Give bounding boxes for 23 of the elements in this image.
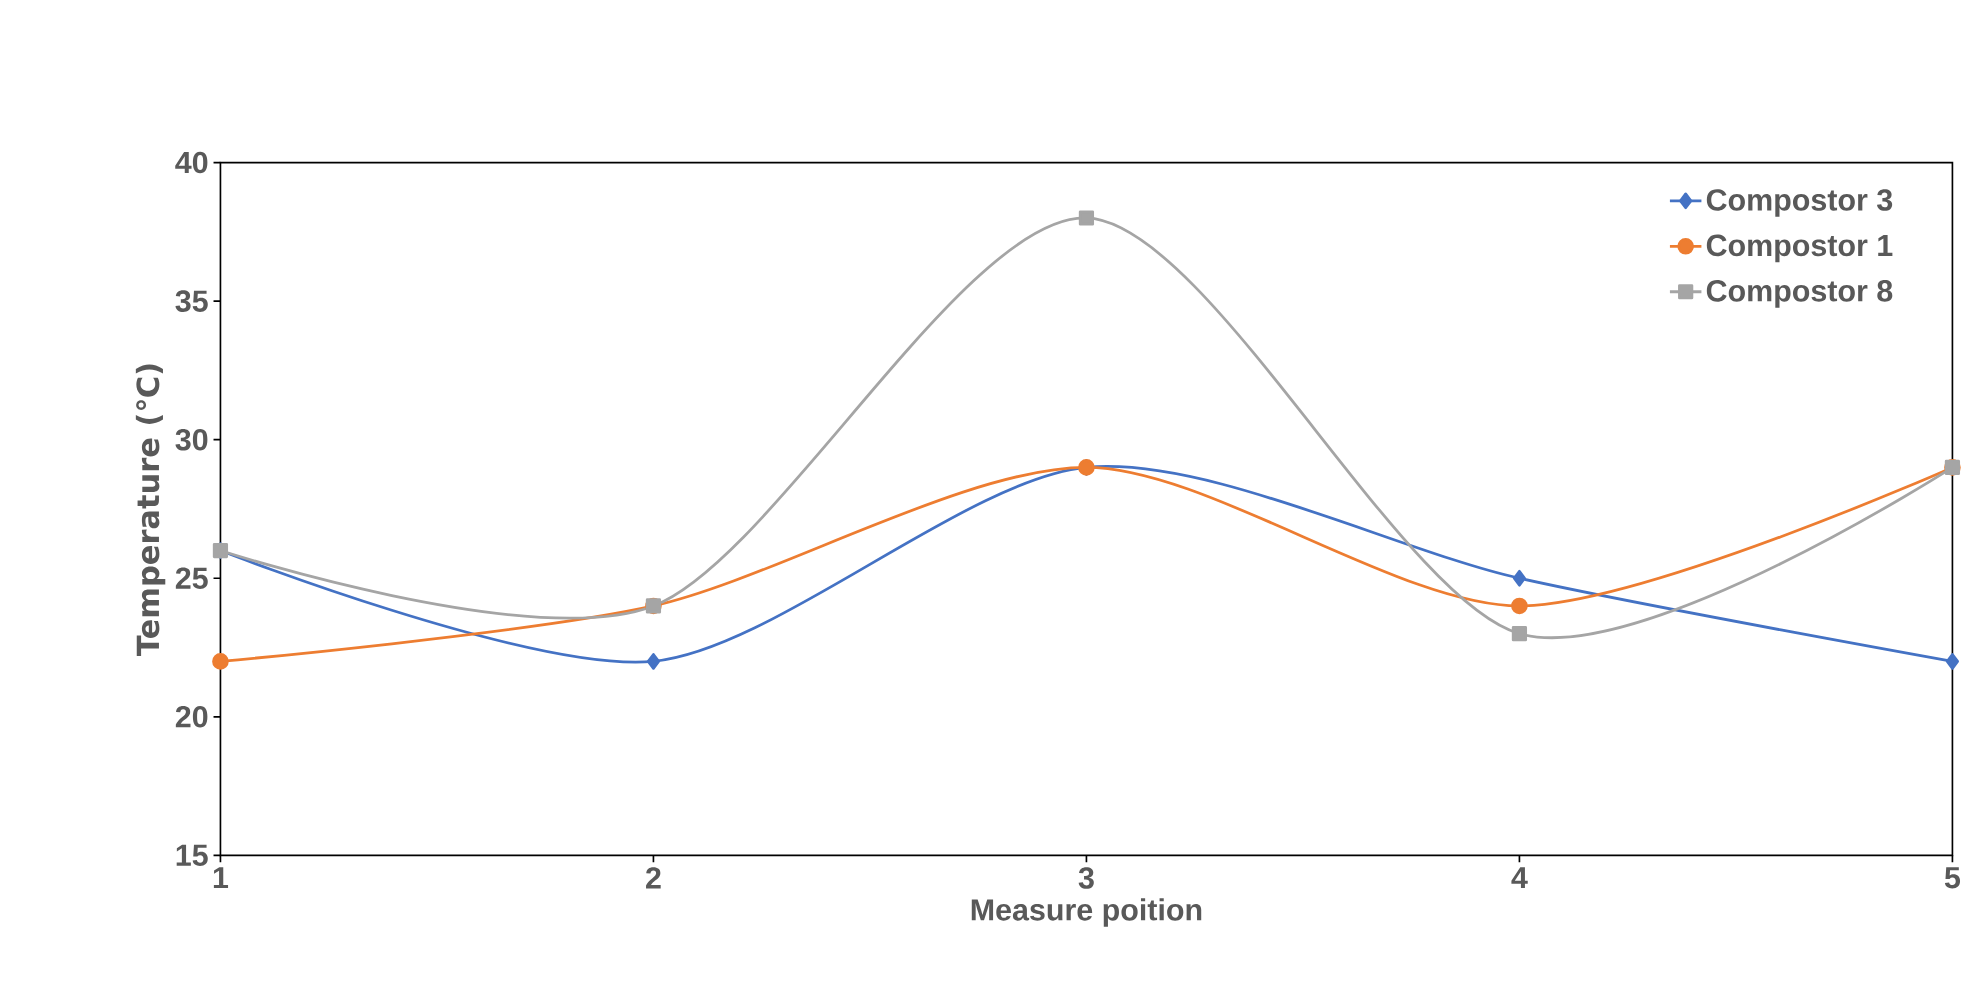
point (212, 653, 229, 670)
x-tick-label: 3 (1078, 867, 1094, 889)
point (1511, 626, 1528, 642)
legend-label: Compostor 8 (1706, 280, 1893, 308)
x-tick-label: 5 (1944, 867, 1961, 889)
y-tick-label: 40 (175, 151, 208, 174)
point (1945, 653, 1959, 670)
x-tick-label: 4 (1511, 867, 1528, 889)
x-tick-label: 2 (646, 867, 661, 889)
y-tick-label: 15 (176, 844, 208, 866)
y-tick-label: 20 (175, 706, 208, 728)
legend-label: Compostor 1 (1706, 234, 1893, 263)
point (646, 653, 661, 670)
y-tick-label: 30 (175, 428, 208, 451)
point (1078, 210, 1095, 226)
x-tick-label: 1 (213, 867, 229, 889)
y-tick-label: 25 (175, 567, 208, 590)
legend-label: Compostor 3 (1706, 189, 1893, 217)
x-axis-title: Measure poition (971, 898, 1202, 927)
point (1511, 597, 1528, 615)
y-tick-label: 35 (175, 290, 208, 312)
y-axis-title: Temperature (℃) (135, 364, 166, 656)
point (1512, 569, 1526, 587)
